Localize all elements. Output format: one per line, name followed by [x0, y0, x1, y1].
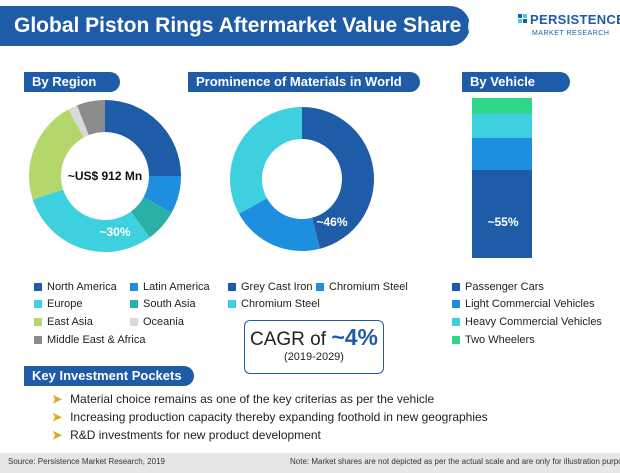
- legend-item: Passenger Cars: [452, 280, 544, 294]
- legend-item: Europe: [34, 297, 82, 311]
- vehicle-data-label: ~55%: [487, 215, 518, 229]
- persistence-logo: PERSISTENCE MARKET RESEARCH: [516, 8, 620, 52]
- legend-swatch: [452, 283, 460, 291]
- legend-item: North America: [34, 280, 117, 294]
- legend-item: Chromium Steel: [316, 280, 408, 294]
- legend-item: Two Wheelers: [452, 333, 535, 347]
- legend-label: Heavy Commercial Vehicles: [465, 316, 602, 328]
- chevron-right-icon: ➤: [52, 410, 63, 424]
- legend-swatch: [228, 300, 236, 308]
- materials-donut-chart: ~46%: [229, 107, 374, 251]
- list-item: ➤ R&D investments for new product develop…: [52, 428, 321, 442]
- legend-swatch: [130, 300, 138, 308]
- cagr-period: (2019-2029): [284, 351, 344, 363]
- pocket-text: Material choice remains as one of the ke…: [70, 392, 435, 406]
- legend-label: North America: [47, 281, 117, 293]
- legend-item: Light Commercial Vehicles: [452, 297, 595, 311]
- legend-item: Oceania: [130, 315, 184, 329]
- footer-source: Source: Persistence Market Research, 201…: [8, 457, 165, 466]
- legend-label: Chromium Steel: [329, 281, 408, 293]
- chevron-right-icon: ➤: [52, 428, 63, 442]
- pie-slice-east-asia: [28, 109, 84, 200]
- region-data-label: ~30%: [99, 225, 130, 239]
- legend-label: Light Commercial Vehicles: [465, 298, 595, 310]
- bar-segment-heavy-commercial-vehicles: [472, 114, 532, 138]
- legend-item: Grey Cast Iron: [228, 280, 313, 294]
- bar-segment-two-wheelers: [472, 98, 532, 114]
- legend-item: Chromium Steel: [228, 297, 320, 311]
- pocket-text: Increasing production capacity thereby e…: [70, 410, 488, 424]
- pie-slice-chromium-steel: [238, 198, 320, 251]
- materials-data-label: ~46%: [316, 215, 347, 229]
- legend-swatch: [34, 318, 42, 326]
- pie-slice-oceania: [68, 105, 89, 138]
- legend-label: East Asia: [47, 316, 93, 328]
- region-center-label: ~US$ 912 Mn: [68, 169, 142, 183]
- legend-label: Two Wheelers: [465, 334, 535, 346]
- legend-label: Chromium Steel: [241, 298, 320, 310]
- section-vehicle-header: By Vehicle: [462, 72, 570, 92]
- pie-slice-south-asia: [130, 197, 172, 238]
- list-item: ➤ Increasing production capacity thereby …: [52, 410, 488, 424]
- section-materials-header: Prominence of Materials in World: [188, 72, 420, 92]
- region-donut-chart: ~US$ 912 Mn ~30%: [28, 100, 181, 253]
- legend-swatch: [34, 283, 42, 291]
- pie-slice-grey-cast-iron: [302, 107, 374, 249]
- legend-label: Europe: [47, 298, 83, 310]
- footer: Source: Persistence Market Research, 201…: [0, 453, 620, 473]
- legend-swatch: [452, 336, 460, 344]
- legend-label: Middle East & Africa: [47, 334, 146, 346]
- pocket-text: R&D investments for new product developm…: [70, 428, 321, 442]
- legend-item: East Asia: [34, 315, 93, 329]
- cagr-line: CAGR of ~4%: [245, 324, 383, 351]
- legend-label: Oceania: [143, 316, 184, 328]
- footer-note: Note: Market shares are not depicted as …: [290, 457, 620, 466]
- legend-swatch: [316, 283, 324, 291]
- vehicle-stacked-bar: ~55%: [472, 98, 532, 258]
- legend-label: Latin America: [143, 281, 210, 293]
- bar-segment-passenger-cars: [472, 170, 532, 258]
- legend-item: Heavy Commercial Vehicles: [452, 315, 602, 329]
- legend-label: Passenger Cars: [465, 281, 544, 293]
- title-banner: Global Piston Rings Aftermarket Value Sh…: [0, 6, 470, 46]
- cagr-value: ~4%: [331, 324, 378, 350]
- pie-slice-latin-america: [143, 176, 181, 213]
- logo-mark-icon: [518, 14, 527, 23]
- section-pockets-header: Key Investment Pockets: [24, 366, 194, 386]
- logo-text: PERSISTENCE: [530, 12, 620, 27]
- bar-segment-light-commercial-vehicles: [472, 138, 532, 170]
- legend-label: Grey Cast Iron: [241, 281, 313, 293]
- legend-item: Middle East & Africa: [34, 333, 145, 347]
- cagr-callout: CAGR of ~4% (2019-2029): [244, 320, 384, 374]
- legend-swatch: [34, 336, 42, 344]
- list-item: ➤ Material choice remains as one of the k…: [52, 392, 434, 406]
- pie-slice-chromium-steel: [229, 107, 302, 214]
- pie-slice-north-america: [105, 100, 181, 176]
- legend-swatch: [452, 300, 460, 308]
- chevron-right-icon: ➤: [52, 392, 63, 406]
- cagr-prefix: CAGR of: [250, 329, 332, 350]
- legend-swatch: [34, 300, 42, 308]
- legend-item: Latin America: [130, 280, 210, 294]
- legend-swatch: [130, 283, 138, 291]
- pie-slice-middle-east-africa: [77, 100, 105, 136]
- legend-swatch: [228, 283, 236, 291]
- logo-subtext: MARKET RESEARCH: [532, 30, 610, 37]
- legend-swatch: [452, 318, 460, 326]
- legend-label: South Asia: [143, 298, 196, 310]
- section-region-header: By Region: [24, 72, 120, 92]
- page-title: Global Piston Rings Aftermarket Value Sh…: [14, 14, 470, 37]
- pie-slice-europe: [32, 189, 150, 253]
- legend-item: South Asia: [130, 297, 196, 311]
- legend-swatch: [130, 318, 138, 326]
